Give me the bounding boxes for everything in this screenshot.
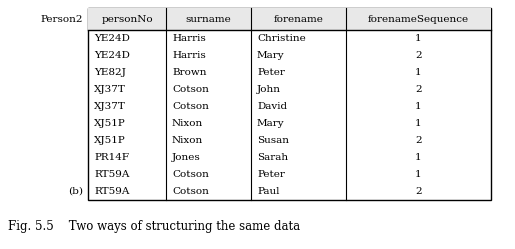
Text: personNo: personNo bbox=[101, 14, 153, 23]
Text: Brown: Brown bbox=[172, 68, 207, 77]
Text: 1: 1 bbox=[415, 119, 422, 128]
Text: (b): (b) bbox=[68, 187, 83, 196]
Bar bbox=[88, 8, 491, 30]
Text: Fig. 5.5    Two ways of structuring the same data: Fig. 5.5 Two ways of structuring the sam… bbox=[8, 220, 300, 233]
Text: XJ51P: XJ51P bbox=[94, 136, 126, 145]
Text: 1: 1 bbox=[415, 170, 422, 179]
Text: 1: 1 bbox=[415, 68, 422, 77]
Text: Cotson: Cotson bbox=[172, 102, 209, 111]
Text: YE24D: YE24D bbox=[94, 34, 130, 43]
Bar bbox=[88, 8, 491, 200]
Text: Christine: Christine bbox=[257, 34, 306, 43]
Text: XJ37T: XJ37T bbox=[94, 102, 126, 111]
Text: Peter: Peter bbox=[257, 68, 285, 77]
Text: PR14F: PR14F bbox=[94, 153, 129, 162]
Text: Harris: Harris bbox=[172, 51, 206, 60]
Text: Cotson: Cotson bbox=[172, 187, 209, 196]
Text: forename: forename bbox=[273, 14, 323, 23]
Text: Jones: Jones bbox=[172, 153, 201, 162]
Text: 2: 2 bbox=[415, 85, 422, 94]
Text: YE24D: YE24D bbox=[94, 51, 130, 60]
Text: surname: surname bbox=[185, 14, 231, 23]
Text: Susan: Susan bbox=[257, 136, 289, 145]
Text: John: John bbox=[257, 85, 281, 94]
Text: Paul: Paul bbox=[257, 187, 280, 196]
Text: 2: 2 bbox=[415, 187, 422, 196]
Text: RT59A: RT59A bbox=[94, 170, 129, 179]
Text: Mary: Mary bbox=[257, 119, 285, 128]
Text: 2: 2 bbox=[415, 136, 422, 145]
Text: Nixon: Nixon bbox=[172, 119, 203, 128]
Text: Peter: Peter bbox=[257, 170, 285, 179]
Text: Harris: Harris bbox=[172, 34, 206, 43]
Text: 2: 2 bbox=[415, 51, 422, 60]
Text: 1: 1 bbox=[415, 102, 422, 111]
Text: Cotson: Cotson bbox=[172, 85, 209, 94]
Text: Person2: Person2 bbox=[41, 14, 83, 23]
Text: forenameSequence: forenameSequence bbox=[368, 14, 469, 23]
Text: XJ37T: XJ37T bbox=[94, 85, 126, 94]
Text: YE82J: YE82J bbox=[94, 68, 126, 77]
Text: Nixon: Nixon bbox=[172, 136, 203, 145]
Text: Cotson: Cotson bbox=[172, 170, 209, 179]
Text: XJ51P: XJ51P bbox=[94, 119, 126, 128]
Text: Mary: Mary bbox=[257, 51, 285, 60]
Text: David: David bbox=[257, 102, 287, 111]
Text: 1: 1 bbox=[415, 34, 422, 43]
Text: RT59A: RT59A bbox=[94, 187, 129, 196]
Text: 1: 1 bbox=[415, 153, 422, 162]
Text: Sarah: Sarah bbox=[257, 153, 288, 162]
